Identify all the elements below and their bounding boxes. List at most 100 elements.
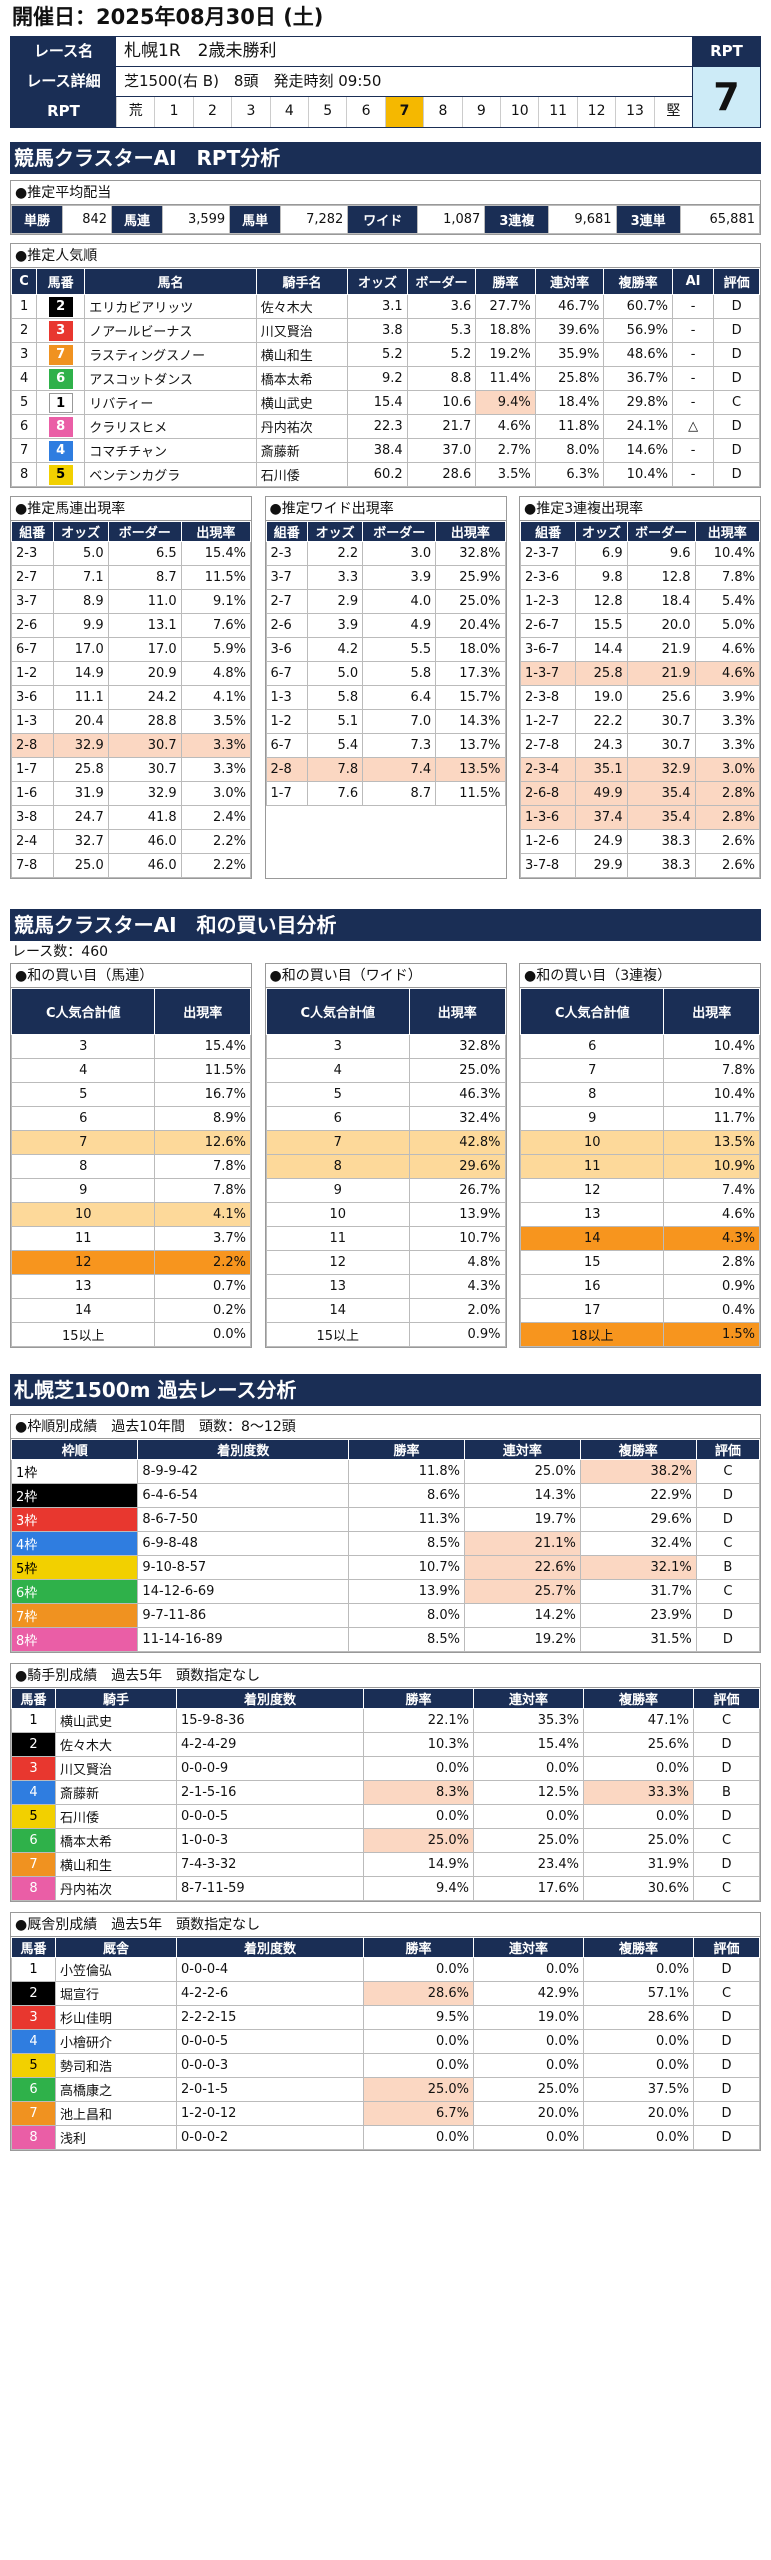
cell: 37.4: [575, 805, 628, 830]
cell: 30.7: [107, 733, 182, 758]
cell: 0.0%: [363, 1957, 474, 1982]
cell: 21.7: [406, 414, 477, 439]
cell: クラリスヒメ: [84, 414, 257, 439]
cell: 0.0%: [583, 1957, 694, 1982]
cell: 18.4%: [534, 390, 605, 415]
horse-number-cell: 5: [11, 2053, 56, 2078]
horse-number-cell: 5: [11, 1804, 56, 1829]
sum-tables: ●和の買い目（馬連） C人気合計値 出現率 3 15.4% 4 11.5% 5 16.7% 6 8.…: [10, 963, 761, 1348]
column-header: 出現率: [663, 988, 760, 1035]
cell: 2-8: [265, 757, 309, 782]
cell: 11-14-16-89: [137, 1627, 350, 1652]
cell: 8.0%: [348, 1603, 465, 1628]
cell: 16.7%: [154, 1082, 251, 1107]
horse-number-cell: 4: [11, 1780, 56, 1805]
table-row: 12 7.4%: [519, 1178, 760, 1203]
cell: C: [713, 390, 760, 415]
cell: 48.6%: [603, 342, 673, 367]
cell: 25.8%: [534, 366, 605, 391]
column-header: 評価: [695, 1439, 761, 1460]
column-header: C人気合計値: [10, 988, 156, 1035]
cell: 22.3: [347, 414, 408, 439]
column-header: 出現率: [435, 521, 506, 542]
cell: 11.5%: [154, 1058, 251, 1083]
column-header: 複勝率: [583, 1688, 694, 1709]
cell: 7.1: [52, 565, 109, 590]
cell: 4.1%: [180, 685, 252, 710]
cell: 32.4%: [579, 1531, 697, 1556]
table-row: 11 10.9%: [519, 1154, 760, 1179]
table-row: 7 42.8%: [265, 1130, 506, 1155]
cell: 5.8: [362, 661, 437, 686]
cell: 15以上: [10, 1322, 156, 1347]
cell: 6-7: [265, 733, 309, 758]
cell: 17.0: [107, 637, 182, 662]
cell: 9.9: [52, 613, 109, 638]
cell: 32.8%: [408, 1034, 506, 1059]
frame-cell: 8枠: [10, 1627, 139, 1652]
column-header: 着別度数: [176, 1937, 364, 1958]
appearance-table: 組番 オッズ ボーダー 出現率 2-3-7 6.9 9.6 10.4% 2-3-6 9.8 12.8…: [519, 521, 761, 878]
table-row: 10 13.5%: [519, 1130, 760, 1155]
cell: 0.0%: [363, 1804, 474, 1829]
cell: 11.1: [52, 685, 109, 710]
cell: 4: [265, 1058, 410, 1083]
race-name-label: レース名: [11, 37, 116, 66]
payout-value: 842: [61, 205, 113, 234]
cell: 15.4%: [473, 1732, 584, 1757]
column-header: 連対率: [534, 268, 605, 295]
cell: 10: [519, 1130, 665, 1155]
cell: 5.0: [52, 541, 109, 566]
horse-number-cell: 4: [36, 438, 86, 463]
cell: 6: [10, 414, 38, 439]
cell: 15: [519, 1250, 665, 1275]
table-row: 1-3-7 25.8 21.9 4.6%: [519, 661, 761, 686]
cell: 5: [10, 390, 38, 415]
column-header: 着別度数: [137, 1439, 350, 1460]
cell: 15.4%: [154, 1034, 251, 1059]
cell: 1-3: [265, 685, 309, 710]
horse-number-cell: 7: [36, 342, 86, 367]
cell: 2-6: [265, 613, 309, 638]
column-header: 馬番: [11, 1937, 56, 1958]
cell: 堀宣行: [55, 1981, 177, 2006]
cell: 7: [10, 1130, 156, 1155]
table-row: 8 浅利 0-0-0-2 0.0% 0.0% 0.0% D: [11, 2125, 760, 2150]
table-row: 2-6 3.9 4.9 20.4%: [265, 613, 506, 638]
cell: 8-7-11-59: [176, 1876, 364, 1901]
cell: 5.0: [307, 661, 364, 686]
cell: 3-8: [11, 805, 54, 830]
horse-number-badge: 1: [48, 392, 73, 413]
cell: 8-6-7-50: [137, 1507, 350, 1532]
cell: 23.4%: [473, 1852, 584, 1877]
cell: 2-3-6: [519, 565, 577, 590]
table-row: 3-6-7 14.4 21.9 4.6%: [519, 637, 761, 662]
cell: 0.0%: [363, 1756, 474, 1781]
horse-number-badge: 5: [48, 464, 73, 485]
cell: 14: [10, 1298, 156, 1323]
sum-box: ●和の買い目（3連複） C人気合計値 出現率 6 10.4% 7 7.8% 8 10.4% 9 11…: [519, 963, 761, 1348]
cell: 7: [10, 438, 38, 463]
column-header: オッズ: [307, 521, 364, 542]
horse-number-cell: 6: [11, 1828, 56, 1853]
cell: 24.9: [575, 829, 628, 854]
cell: 47.1%: [583, 1708, 694, 1733]
cell: 石川倭: [255, 462, 349, 487]
cell: 60.7%: [603, 294, 673, 319]
cell: C: [693, 1876, 760, 1901]
cell: 25.0%: [435, 589, 506, 614]
cell: 8: [265, 1154, 410, 1179]
cell: 21.1%: [464, 1531, 581, 1556]
cell: 2.0%: [408, 1298, 506, 1323]
cell: 38.3: [626, 853, 696, 878]
table-row: 1-2-6 24.9 38.3 2.6%: [519, 829, 761, 854]
cell: 7-8: [11, 853, 54, 878]
cell: 26.7%: [408, 1178, 506, 1203]
cell: 6-7: [11, 637, 54, 662]
cell: 36.7%: [603, 366, 673, 391]
cell: 6: [519, 1034, 665, 1059]
cell: 3.3%: [694, 733, 761, 758]
rpt-scale-cell: 7: [384, 97, 424, 127]
table-row: 6 8 クラリスヒメ 丹内祐次 22.3 21.7 4.6% 11.8% 24.1% △ D: [10, 414, 760, 439]
table-row: 13 0.7%: [10, 1274, 251, 1299]
